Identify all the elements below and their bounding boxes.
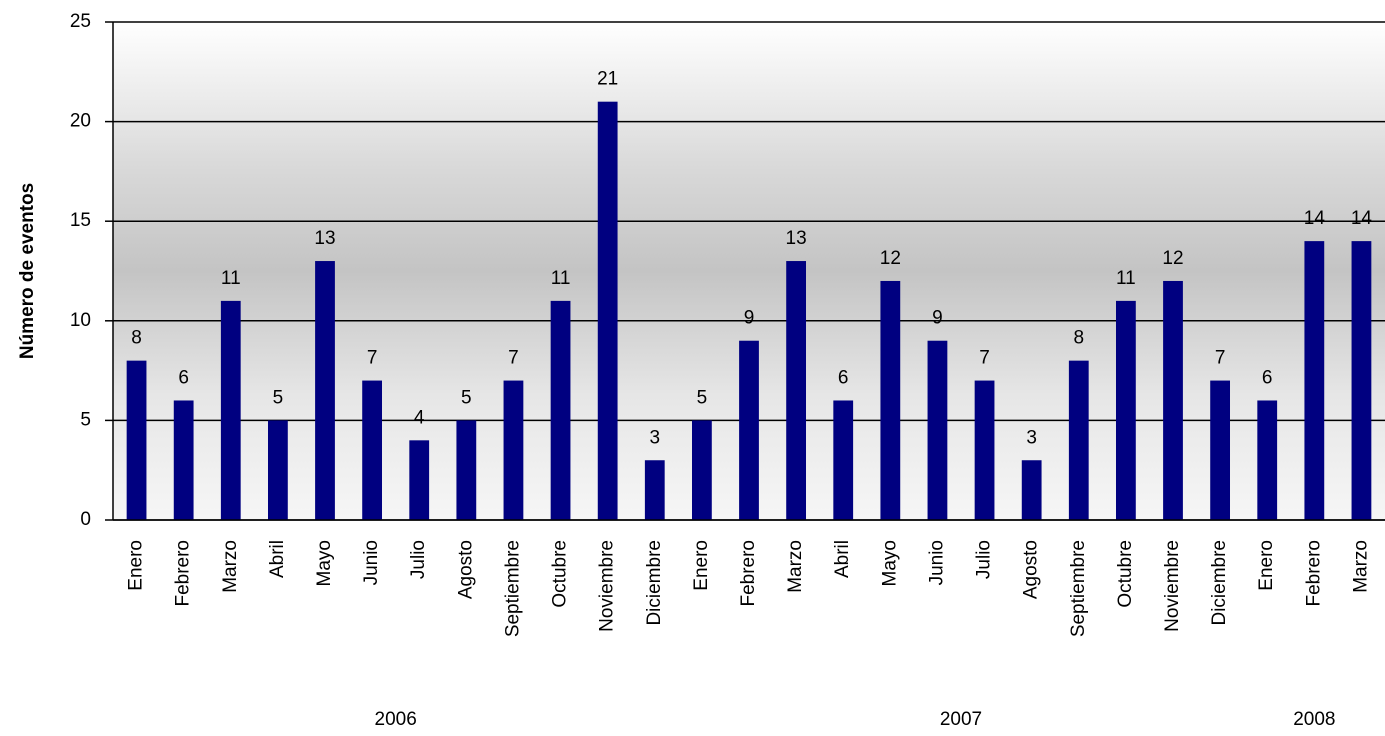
data-label: 7 xyxy=(1215,348,1226,369)
year-label: 2008 xyxy=(1293,709,1335,730)
x-tick-label: Septiembre xyxy=(502,540,523,637)
x-tick-label: Febrero xyxy=(1303,540,1324,607)
data-label: 7 xyxy=(979,348,990,369)
x-tick-label: Junio xyxy=(361,540,382,585)
y-tick-label: 5 xyxy=(80,409,91,430)
bar xyxy=(880,280,901,520)
x-tick-label: Marzo xyxy=(1350,540,1371,593)
x-tick-label: Julio xyxy=(408,540,429,579)
bar xyxy=(220,300,241,520)
x-tick-label: Enero xyxy=(691,540,712,591)
data-label: 6 xyxy=(178,367,189,388)
data-label: 4 xyxy=(414,407,425,428)
data-label: 7 xyxy=(508,348,519,369)
data-label: 12 xyxy=(880,248,901,269)
bar xyxy=(974,380,995,520)
bar xyxy=(597,101,618,521)
x-tick-label: Marzo xyxy=(220,540,241,593)
x-tick-label: Febrero xyxy=(173,540,194,607)
data-label: 13 xyxy=(314,228,335,249)
data-label: 11 xyxy=(221,268,241,289)
data-label: 11 xyxy=(551,268,571,289)
bar xyxy=(1210,380,1231,520)
bar xyxy=(644,460,665,520)
y-tick-label: 20 xyxy=(70,111,91,132)
year-label: 2007 xyxy=(940,709,982,730)
bar xyxy=(173,400,194,520)
data-label: 14 xyxy=(1351,208,1373,229)
bar xyxy=(691,420,712,520)
bar xyxy=(362,380,383,520)
data-label: 11 xyxy=(1116,268,1136,289)
x-tick-label: Diciembre xyxy=(644,540,665,626)
data-label: 8 xyxy=(1073,328,1084,349)
bar xyxy=(315,261,335,520)
y-tick-label: 10 xyxy=(70,310,91,331)
data-label: 7 xyxy=(367,348,378,369)
bar xyxy=(1304,241,1325,520)
bar xyxy=(267,420,288,520)
data-label: 5 xyxy=(697,387,708,408)
bar xyxy=(1021,460,1042,520)
x-tick-label: Abril xyxy=(267,540,288,578)
bar xyxy=(786,261,807,520)
data-label: 9 xyxy=(932,308,943,329)
x-tick-label: Junio xyxy=(926,540,947,585)
x-tick-label: Enero xyxy=(1256,540,1277,591)
data-label: 8 xyxy=(131,328,142,349)
x-tick-label: Marzo xyxy=(785,540,806,593)
bar xyxy=(550,300,571,520)
data-label: 5 xyxy=(461,387,472,408)
bar xyxy=(503,380,524,520)
y-axis-label: Número de eventos xyxy=(17,183,38,359)
bar xyxy=(1163,280,1183,520)
bar xyxy=(1351,241,1372,520)
bar xyxy=(739,340,759,520)
x-tick-label: Mayo xyxy=(879,540,900,586)
data-label: 12 xyxy=(1162,248,1183,269)
data-label: 6 xyxy=(1262,367,1273,388)
data-label: 13 xyxy=(786,228,807,249)
year-label: 2006 xyxy=(375,709,417,730)
bar xyxy=(1068,360,1089,520)
x-tick-label: Septiembre xyxy=(1068,540,1089,637)
x-tick-label: Noviembre xyxy=(1162,540,1183,632)
bar xyxy=(1257,400,1278,520)
bar xyxy=(126,360,147,520)
bar xyxy=(927,340,948,520)
x-tick-label: Octubre xyxy=(1115,540,1136,608)
x-tick-label: Febrero xyxy=(738,540,759,607)
bar xyxy=(833,400,854,520)
y-tick-label: 0 xyxy=(80,509,91,530)
data-label: 5 xyxy=(273,387,284,408)
bar xyxy=(1115,300,1136,520)
y-tick-label: 25 xyxy=(70,11,91,32)
x-tick-label: Abril xyxy=(832,540,853,578)
x-tick-label: Octubre xyxy=(550,540,571,608)
x-tick-label: Enero xyxy=(126,540,147,591)
data-label: 14 xyxy=(1304,208,1326,229)
bar xyxy=(456,420,477,520)
data-label: 9 xyxy=(744,308,755,329)
x-tick-label: Mayo xyxy=(314,540,335,586)
y-tick-label: 15 xyxy=(70,210,91,231)
data-label: 3 xyxy=(649,427,660,448)
bar xyxy=(409,440,430,520)
x-tick-label: Julio xyxy=(974,540,995,579)
x-tick-label: Noviembre xyxy=(597,540,618,632)
data-label: 21 xyxy=(597,69,618,90)
x-tick-label: Diciembre xyxy=(1209,540,1230,626)
data-label: 6 xyxy=(838,367,849,388)
x-tick-label: Agosto xyxy=(455,540,476,599)
x-tick-label: Agosto xyxy=(1021,540,1042,599)
data-label: 3 xyxy=(1026,427,1037,448)
